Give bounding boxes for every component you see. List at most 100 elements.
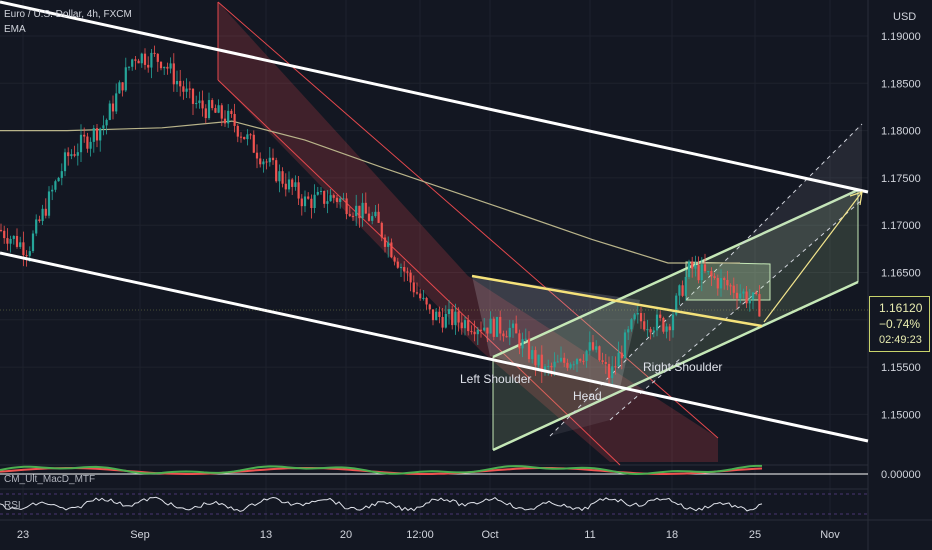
candle-body-0 xyxy=(0,229,3,231)
candle-body-39 xyxy=(124,67,127,91)
candle-body-142 xyxy=(454,311,457,326)
rsi-indicator-label[interactable]: RSI xyxy=(4,500,21,511)
candle-body-30 xyxy=(95,128,99,141)
candle-body-119 xyxy=(380,222,383,238)
candle-body-182 xyxy=(582,360,585,362)
candle-body-19 xyxy=(60,171,63,178)
candle-body-235 xyxy=(751,292,755,300)
candle-body-41 xyxy=(131,59,134,67)
candle-body-107 xyxy=(342,198,345,200)
price-axis[interactable]: USD 0.00000 1.19000 1.18500 1.18000 1.17500… xyxy=(881,11,921,481)
candle-body-59 xyxy=(188,88,191,90)
candle-body-136 xyxy=(435,311,438,321)
hs-neckline xyxy=(471,274,763,328)
x-tick-label: 18 xyxy=(666,529,678,541)
candle-body-166 xyxy=(531,350,534,360)
candle-body-194 xyxy=(620,352,623,359)
candle-body-36 xyxy=(115,93,118,112)
candle-body-124 xyxy=(396,261,399,268)
candle-body-132 xyxy=(422,297,425,299)
candle-body-99 xyxy=(316,191,319,195)
candle-body-65 xyxy=(207,100,211,119)
candle-body-51 xyxy=(163,66,166,69)
candle-body-94 xyxy=(300,198,303,207)
candle-body-197 xyxy=(630,319,633,330)
candle-body-186 xyxy=(595,346,598,350)
candle-body-85 xyxy=(271,157,275,161)
candle-body-35 xyxy=(111,103,115,112)
candle-body-173 xyxy=(553,361,556,368)
candle-body-153 xyxy=(489,318,492,334)
candle-body-28 xyxy=(89,141,92,149)
y-tick-label: 1.15000 xyxy=(881,409,921,421)
drawing-shapes xyxy=(217,1,863,466)
ema-indicator-label[interactable]: EMA xyxy=(4,24,26,35)
candle-body-217 xyxy=(694,264,697,269)
rising-channel-lower xyxy=(492,280,859,452)
candle-body-232 xyxy=(742,291,745,294)
candle-body-230 xyxy=(735,292,739,299)
candle-body-218 xyxy=(697,264,700,281)
candle-body-57 xyxy=(182,86,185,92)
falling-channel-fill xyxy=(218,2,718,462)
candle-body-38 xyxy=(121,82,124,91)
candle-body-111 xyxy=(355,205,358,217)
candle-body-90 xyxy=(287,179,291,190)
candle-body-16 xyxy=(51,189,54,192)
x-tick-label: 23 xyxy=(17,529,29,541)
drawing-lines xyxy=(0,0,869,443)
candle-body-137 xyxy=(438,311,441,317)
candle-body-62 xyxy=(198,100,201,104)
candle-body-236 xyxy=(755,292,758,295)
macd-pane xyxy=(0,464,868,476)
candle-body-66 xyxy=(211,100,214,109)
candle-body-211 xyxy=(675,295,678,315)
y-tick-label: 1.19000 xyxy=(881,31,921,43)
price-change: −0.74% xyxy=(879,317,921,331)
candle-body-47 xyxy=(150,52,153,68)
last-price: 1.16120 xyxy=(879,301,923,315)
candle-body-199 xyxy=(636,313,639,315)
candle-body-152 xyxy=(486,327,489,334)
candle-body-96 xyxy=(307,196,310,199)
candle-body-91 xyxy=(291,179,294,187)
candle-body-12 xyxy=(38,219,41,222)
candle-body-135 xyxy=(431,309,435,321)
candle-body-106 xyxy=(339,198,342,202)
rising-channel-upper xyxy=(492,188,859,359)
time-axis[interactable]: 23 Sep 13 20 12:00 Oct 11 18 25 Nov xyxy=(17,529,840,541)
candle-body-74 xyxy=(236,125,239,137)
candle-body-120 xyxy=(383,237,387,247)
candle-body-86 xyxy=(275,160,278,182)
candle-body-75 xyxy=(239,136,243,138)
candle-body-20 xyxy=(63,152,67,172)
candle-body-49 xyxy=(156,53,159,62)
candle-body-50 xyxy=(159,61,163,69)
candle-body-8 xyxy=(25,255,28,257)
macd-indicator-label[interactable]: CM_Ult_MacD_MTF xyxy=(4,474,96,485)
candles xyxy=(0,45,761,387)
candle-body-195 xyxy=(623,332,627,359)
hs-pattern-fill xyxy=(472,276,640,388)
candle-body-14 xyxy=(44,208,47,216)
candle-body-214 xyxy=(684,276,687,296)
candle-body-209 xyxy=(668,326,671,331)
candle-body-233 xyxy=(745,291,748,304)
candle-body-43 xyxy=(137,60,140,64)
candle-body-25 xyxy=(79,134,83,153)
symbol-title[interactable]: Euro / U.S. Dollar, 4h, FXCM xyxy=(4,9,132,20)
candle-body-139 xyxy=(444,314,447,328)
candle-body-205 xyxy=(655,314,659,331)
candle-body-23 xyxy=(73,154,76,156)
candle-body-102 xyxy=(326,201,329,204)
candle-body-206 xyxy=(659,314,662,318)
candle-body-52 xyxy=(166,66,169,69)
falling-channel-upper xyxy=(217,1,719,439)
candle-body-163 xyxy=(521,339,524,349)
candle-body-80 xyxy=(255,152,259,159)
candle-body-32 xyxy=(102,125,105,129)
candle-body-162 xyxy=(518,333,521,349)
candle-body-210 xyxy=(671,314,675,331)
